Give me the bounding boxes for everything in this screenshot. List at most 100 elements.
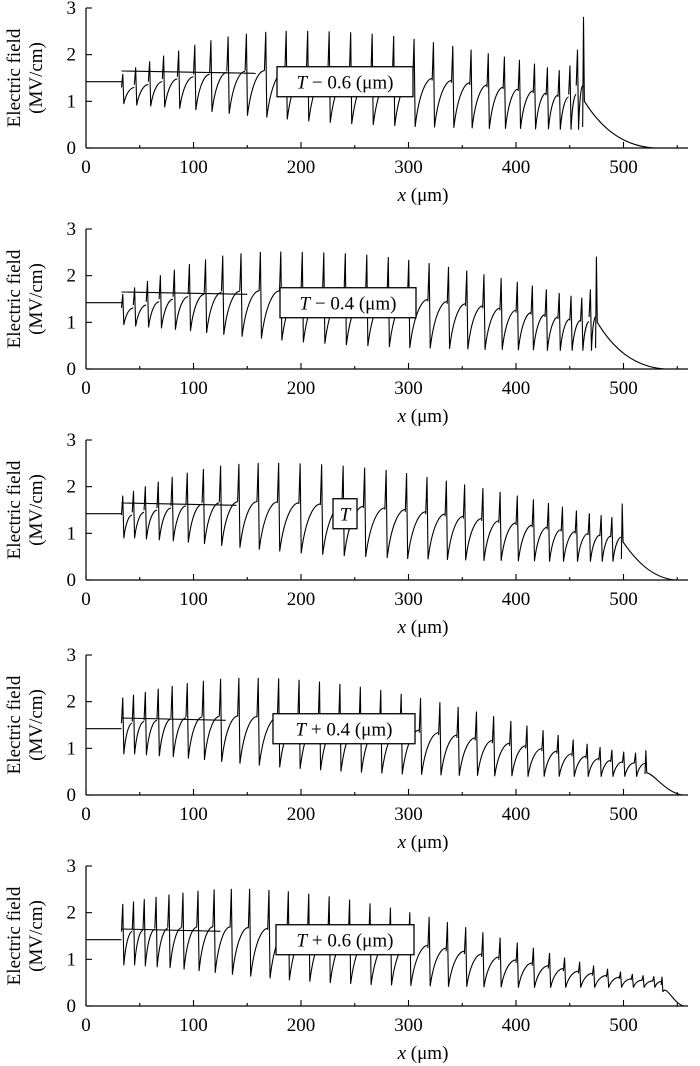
series-pulse — [147, 61, 163, 107]
chart-panel-3: 0 1 2 3 0 100 200 300 400 500 x (μm) Electric field… — [4, 430, 688, 638]
series-final-spike-tail — [582, 16, 688, 149]
series-pulse — [407, 912, 428, 987]
series-pulse — [131, 901, 144, 966]
series-pulse — [239, 253, 260, 337]
y-tick-label: 0 — [67, 996, 77, 1017]
x-tick-label: 100 — [179, 1015, 208, 1036]
series-final-spike-tail — [620, 503, 688, 581]
panel-label-rest: + 0.6 (μm) — [307, 931, 393, 952]
series-pulse — [209, 40, 227, 113]
series-pulse — [192, 44, 210, 111]
series-inner-envelope — [121, 502, 237, 506]
series-pulse — [530, 285, 546, 351]
series-pulse — [481, 487, 499, 561]
y-tick-label: 2 — [67, 903, 77, 924]
series-pulse — [196, 890, 214, 972]
series-pulse — [412, 38, 433, 128]
x-axis-label-var: x — [397, 406, 407, 427]
series-pulse — [517, 59, 534, 129]
series-pulse — [618, 971, 632, 988]
series-pulse — [498, 937, 517, 988]
series-pulse — [247, 888, 268, 977]
series-pulse — [172, 269, 189, 330]
series-pulse — [585, 743, 599, 777]
series-pulse — [120, 293, 134, 326]
series-pulse — [427, 916, 447, 987]
series-pulse — [482, 274, 501, 350]
series-pulse — [588, 289, 597, 351]
x-tick-label: 0 — [81, 804, 91, 825]
x-tick-label: 500 — [609, 1015, 638, 1036]
y-axis-label-line1: Electric field — [4, 249, 25, 348]
series-pulse — [143, 486, 158, 540]
y-tick-label: 1 — [67, 738, 77, 759]
y-axis-label-line1: Electric field — [4, 675, 25, 774]
series-pulse — [547, 952, 564, 988]
series-pulse — [167, 894, 182, 969]
x-axis-label: x (μm) — [397, 1043, 449, 1064]
y-tick-label: 0 — [67, 138, 77, 159]
series-pulse — [515, 495, 533, 562]
series-pulse — [450, 45, 470, 129]
x-tick-label: 200 — [287, 157, 316, 178]
series-pulse — [464, 270, 483, 350]
series-pulse — [444, 480, 464, 561]
series-pulse — [212, 889, 231, 973]
chart-panel-2: 0 1 2 3 0 100 200 300 400 500 x (μm) Electric field… — [4, 219, 688, 427]
series-final-spike-tail — [660, 976, 688, 1007]
series-pulse — [515, 281, 532, 351]
y-axis-label-line2: (MV/cm) — [26, 689, 47, 761]
y-axis-label-line2: (MV/cm) — [26, 263, 47, 335]
series-pulse — [187, 263, 205, 332]
panel-label-rest: + 0.4 (μm) — [306, 720, 392, 741]
panel-label: T — [340, 505, 352, 526]
x-axis-label: x (μm) — [397, 617, 449, 638]
series-pulse — [651, 976, 662, 988]
series-pulse — [404, 473, 426, 560]
series-pulse — [156, 481, 172, 541]
panel-label-box — [279, 287, 417, 319]
x-tick-label: 300 — [394, 1015, 423, 1036]
series-pulse — [610, 749, 623, 777]
y-tick-label: 2 — [67, 477, 77, 498]
series-pulse — [120, 73, 135, 105]
series-pulse — [298, 463, 321, 554]
series-pulse — [425, 476, 446, 560]
series-pulse — [621, 751, 635, 777]
series-pulse — [633, 752, 646, 777]
chart-panel-5: 0 1 2 3 0 100 200 300 400 500 x (μm) Electric field… — [4, 856, 688, 1064]
x-tick-label: 300 — [394, 804, 423, 825]
x-tick-label: 500 — [609, 804, 638, 825]
series-pulse — [143, 691, 158, 756]
x-tick-label: 200 — [287, 589, 316, 610]
x-axis-label-unit: (μm) — [406, 832, 448, 853]
x-tick-label: 200 — [287, 378, 316, 399]
y-tick-label: 1 — [67, 312, 77, 333]
series-pulse — [486, 53, 504, 129]
series-pulse — [156, 688, 172, 757]
series-pulse — [131, 490, 145, 539]
series-pulse — [120, 697, 133, 755]
series-pulse — [399, 693, 420, 775]
x-tick-label: 0 — [81, 157, 91, 178]
series-pulse — [598, 746, 611, 777]
series-pulse — [226, 36, 246, 115]
panel-label-rest: − 0.6 (μm) — [307, 73, 393, 94]
x-tick-label: 400 — [502, 1015, 531, 1036]
x-axis-label-unit: (μm) — [406, 406, 448, 427]
x-tick-label: 100 — [179, 378, 208, 399]
y-tick-label: 0 — [67, 359, 77, 380]
series-pulse — [427, 262, 448, 349]
series-final-spike-tail — [595, 256, 688, 370]
series-pulse — [201, 680, 220, 761]
series-pulse — [431, 41, 452, 128]
y-tick-label: 1 — [67, 523, 77, 544]
series-pulse — [133, 67, 149, 106]
series-pulse — [145, 280, 160, 328]
y-axis-label-line1: Electric field — [4, 28, 25, 127]
series-pulse — [491, 716, 510, 777]
series-pulse — [571, 739, 586, 777]
series-pulse — [170, 476, 187, 542]
series-pulse — [641, 975, 653, 988]
x-tick-label: 100 — [179, 804, 208, 825]
